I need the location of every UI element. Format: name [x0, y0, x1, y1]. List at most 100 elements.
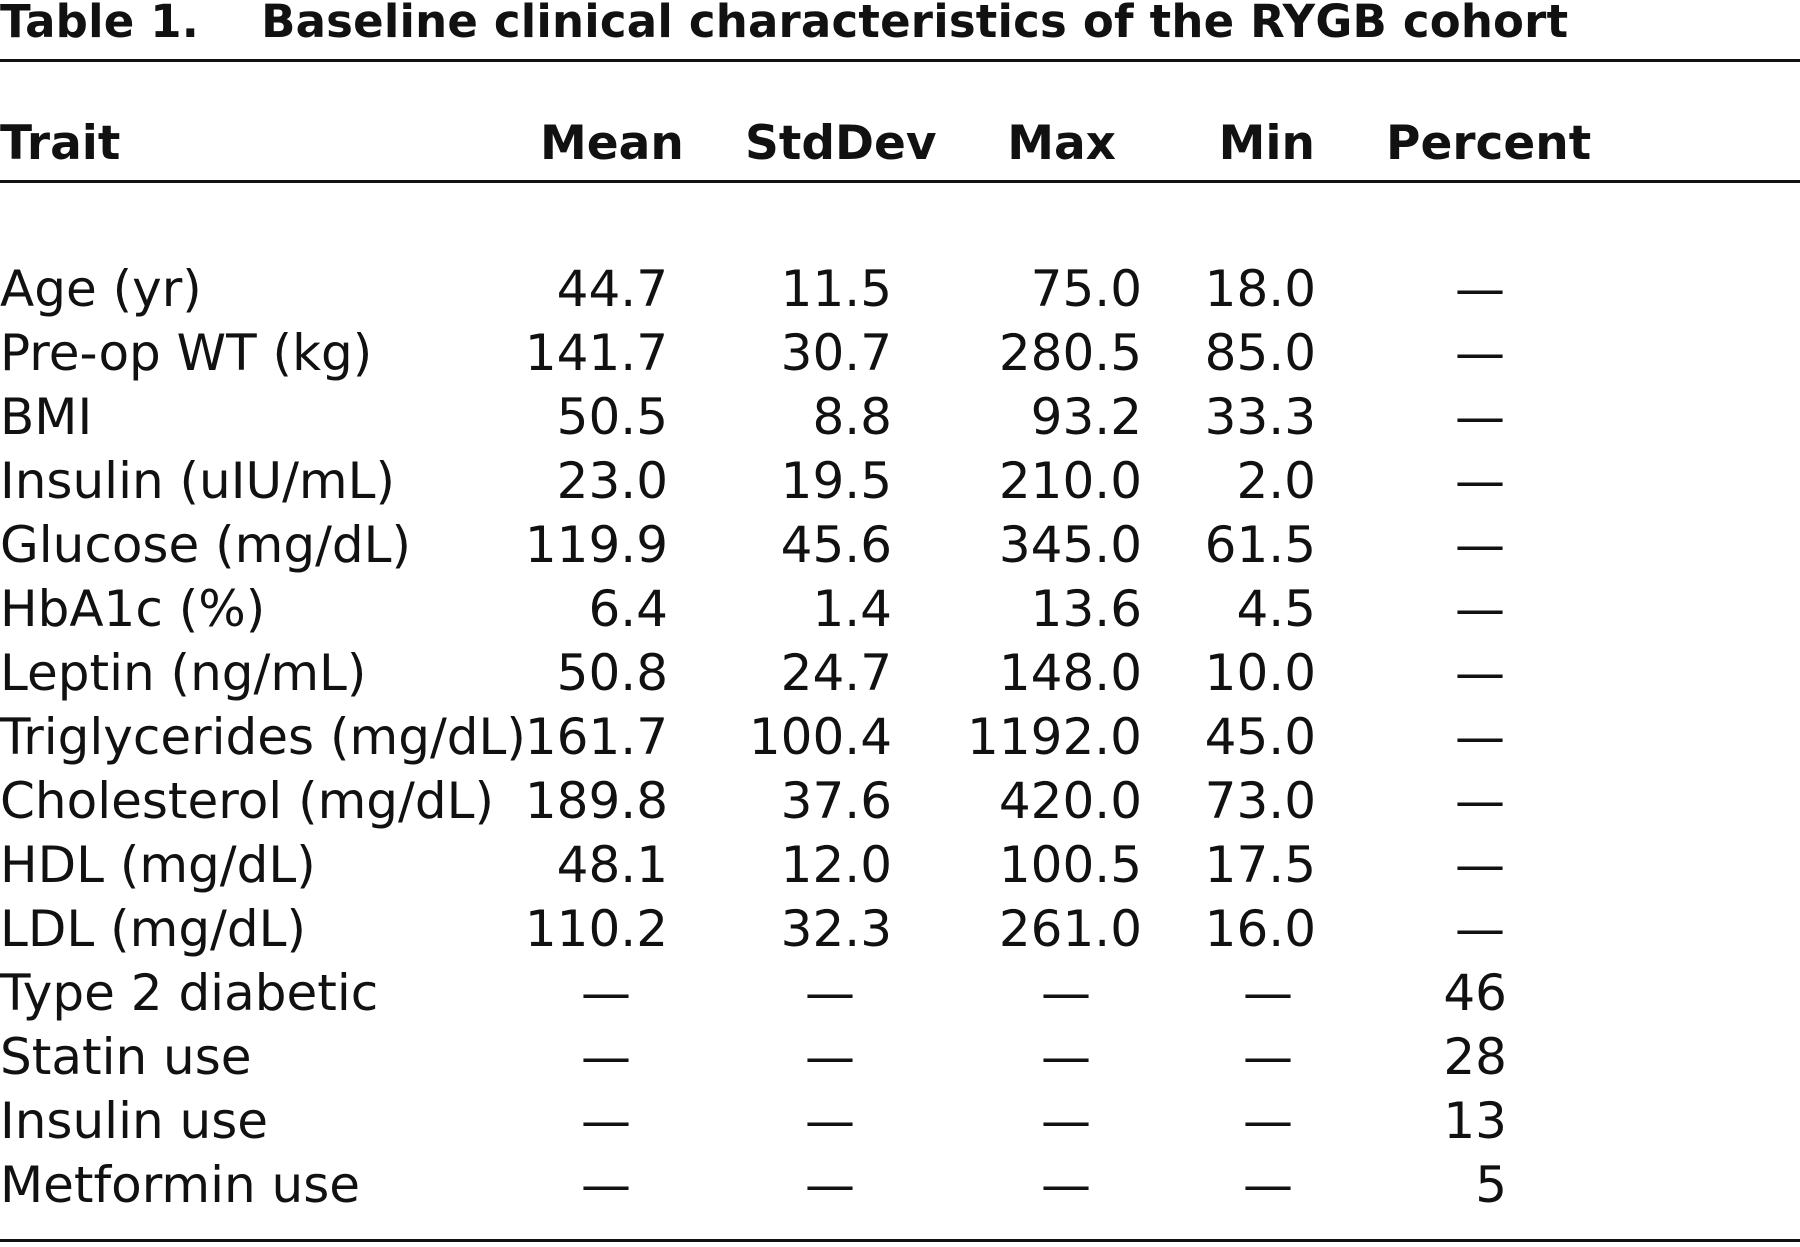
cell-trait: Statin use — [0, 1028, 252, 1086]
cell-min: 16.0 — [1204, 900, 1316, 958]
cell-max: 280.5 — [998, 324, 1142, 382]
cell-mean: — — [581, 1092, 631, 1150]
cell-stddev: 45.6 — [780, 516, 892, 574]
cell-mean: 44.7 — [556, 260, 668, 318]
cell-percent: — — [1455, 260, 1505, 318]
cell-mean: 6.4 — [588, 580, 668, 638]
cell-percent: — — [1455, 772, 1505, 830]
table-caption-title: Baseline clinical characteristics of the… — [261, 0, 1569, 48]
table-header-row: Trait Mean StdDev Max Min Percent — [0, 106, 1800, 182]
cell-min: 17.5 — [1204, 836, 1316, 894]
cell-stddev: — — [805, 1092, 855, 1150]
cell-min: — — [1243, 1028, 1293, 1086]
cell-trait: Age (yr) — [0, 260, 202, 318]
bottom-rule — [0, 1239, 1800, 1242]
cell-max: 75.0 — [1030, 260, 1142, 318]
cell-stddev: 19.5 — [780, 452, 892, 510]
cell-percent: — — [1455, 836, 1505, 894]
cell-stddev: 37.6 — [780, 772, 892, 830]
table-row: Statin use — — — — 28 — [0, 1025, 1800, 1089]
cell-percent: 28 — [1443, 1028, 1507, 1086]
cell-trait: BMI — [0, 388, 93, 446]
table-row: BMI 50.5 8.8 93.2 33.3 — — [0, 385, 1800, 449]
cell-min: 73.0 — [1204, 772, 1316, 830]
cell-min: 4.5 — [1236, 580, 1316, 638]
column-header-percent: Percent — [1386, 116, 1592, 171]
table-row: Pre-op WT (kg) 141.7 30.7 280.5 85.0 — — [0, 321, 1800, 385]
cell-stddev: — — [805, 964, 855, 1022]
cell-max: 420.0 — [998, 772, 1142, 830]
cell-trait: Metformin use — [0, 1156, 361, 1214]
cell-min: 10.0 — [1204, 644, 1316, 702]
top-rule — [0, 59, 1800, 62]
cell-trait: HbA1c (%) — [0, 580, 266, 638]
cell-trait: Type 2 diabetic — [0, 964, 379, 1022]
table-row: LDL (mg/dL) 110.2 32.3 261.0 16.0 — — [0, 897, 1800, 961]
cell-stddev: 11.5 — [780, 260, 892, 318]
table-row: Cholesterol (mg/dL) 189.8 37.6 420.0 73.0 — — [0, 769, 1800, 833]
column-header-trait: Trait — [0, 116, 121, 171]
cell-mean: 119.9 — [524, 516, 668, 574]
cell-stddev: 24.7 — [780, 644, 892, 702]
cell-percent: — — [1455, 900, 1505, 958]
cell-max: — — [1041, 1092, 1091, 1150]
table-row: HbA1c (%) 6.4 1.4 13.6 4.5 — — [0, 577, 1800, 641]
cell-percent: — — [1455, 708, 1505, 766]
cell-stddev: 12.0 — [780, 836, 892, 894]
cell-min: — — [1243, 1156, 1293, 1214]
cell-stddev: 32.3 — [780, 900, 892, 958]
cell-trait: Leptin (ng/mL) — [0, 644, 367, 702]
cell-trait: Insulin (uIU/mL) — [0, 452, 395, 510]
table-row: Metformin use — — — — 5 — [0, 1153, 1800, 1217]
cell-stddev: — — [805, 1028, 855, 1086]
cell-max: — — [1041, 1156, 1091, 1214]
cell-trait: Pre-op WT (kg) — [0, 324, 373, 382]
cell-mean: 50.8 — [556, 644, 668, 702]
cell-stddev: 8.8 — [812, 388, 892, 446]
cell-trait: Glucose (mg/dL) — [0, 516, 412, 574]
cell-max: 93.2 — [1030, 388, 1142, 446]
cell-min: 18.0 — [1204, 260, 1316, 318]
cell-trait: HDL (mg/dL) — [0, 836, 316, 894]
cell-percent: — — [1455, 452, 1505, 510]
cell-min: 85.0 — [1204, 324, 1316, 382]
column-header-stddev: StdDev — [745, 116, 937, 171]
cell-percent: — — [1455, 516, 1505, 574]
cell-max: 148.0 — [998, 644, 1142, 702]
cell-percent: — — [1455, 580, 1505, 638]
table-row: Type 2 diabetic — — — — 46 — [0, 961, 1800, 1025]
cell-mean: — — [581, 1156, 631, 1214]
table-row: Insulin (uIU/mL) 23.0 19.5 210.0 2.0 — — [0, 449, 1800, 513]
cell-trait: LDL (mg/dL) — [0, 900, 307, 958]
cell-trait: Cholesterol (mg/dL) — [0, 772, 494, 830]
header-rule — [0, 180, 1800, 183]
cell-max: 345.0 — [998, 516, 1142, 574]
cell-mean: 161.7 — [524, 708, 668, 766]
table-row: Triglycerides (mg/dL) 161.7 100.4 1192.0 45.… — [0, 705, 1800, 769]
cell-mean: — — [581, 964, 631, 1022]
cell-percent: — — [1455, 324, 1505, 382]
cell-mean: — — [581, 1028, 631, 1086]
cell-max: 1192.0 — [967, 708, 1142, 766]
table-row: Insulin use — — — — 13 — [0, 1089, 1800, 1153]
cell-mean: 110.2 — [524, 900, 668, 958]
cell-max: 261.0 — [998, 900, 1142, 958]
cell-stddev: — — [805, 1156, 855, 1214]
cell-percent: — — [1455, 644, 1505, 702]
cell-min: 2.0 — [1236, 452, 1316, 510]
table-row: Glucose (mg/dL) 119.9 45.6 345.0 61.5 — — [0, 513, 1800, 577]
cell-percent: — — [1455, 388, 1505, 446]
cell-percent: 46 — [1443, 964, 1507, 1022]
cell-mean: 50.5 — [556, 388, 668, 446]
cell-min: 45.0 — [1204, 708, 1316, 766]
table-row: Leptin (ng/mL) 50.8 24.7 148.0 10.0 — — [0, 641, 1800, 705]
cell-min: — — [1243, 964, 1293, 1022]
column-header-max: Max — [1007, 116, 1116, 171]
cell-percent: 13 — [1443, 1092, 1507, 1150]
cell-mean: 189.8 — [524, 772, 668, 830]
cell-min: 33.3 — [1204, 388, 1316, 446]
cell-mean: 141.7 — [524, 324, 668, 382]
table-row: HDL (mg/dL) 48.1 12.0 100.5 17.5 — — [0, 833, 1800, 897]
cell-mean: 48.1 — [556, 836, 668, 894]
column-header-min: Min — [1218, 116, 1315, 171]
